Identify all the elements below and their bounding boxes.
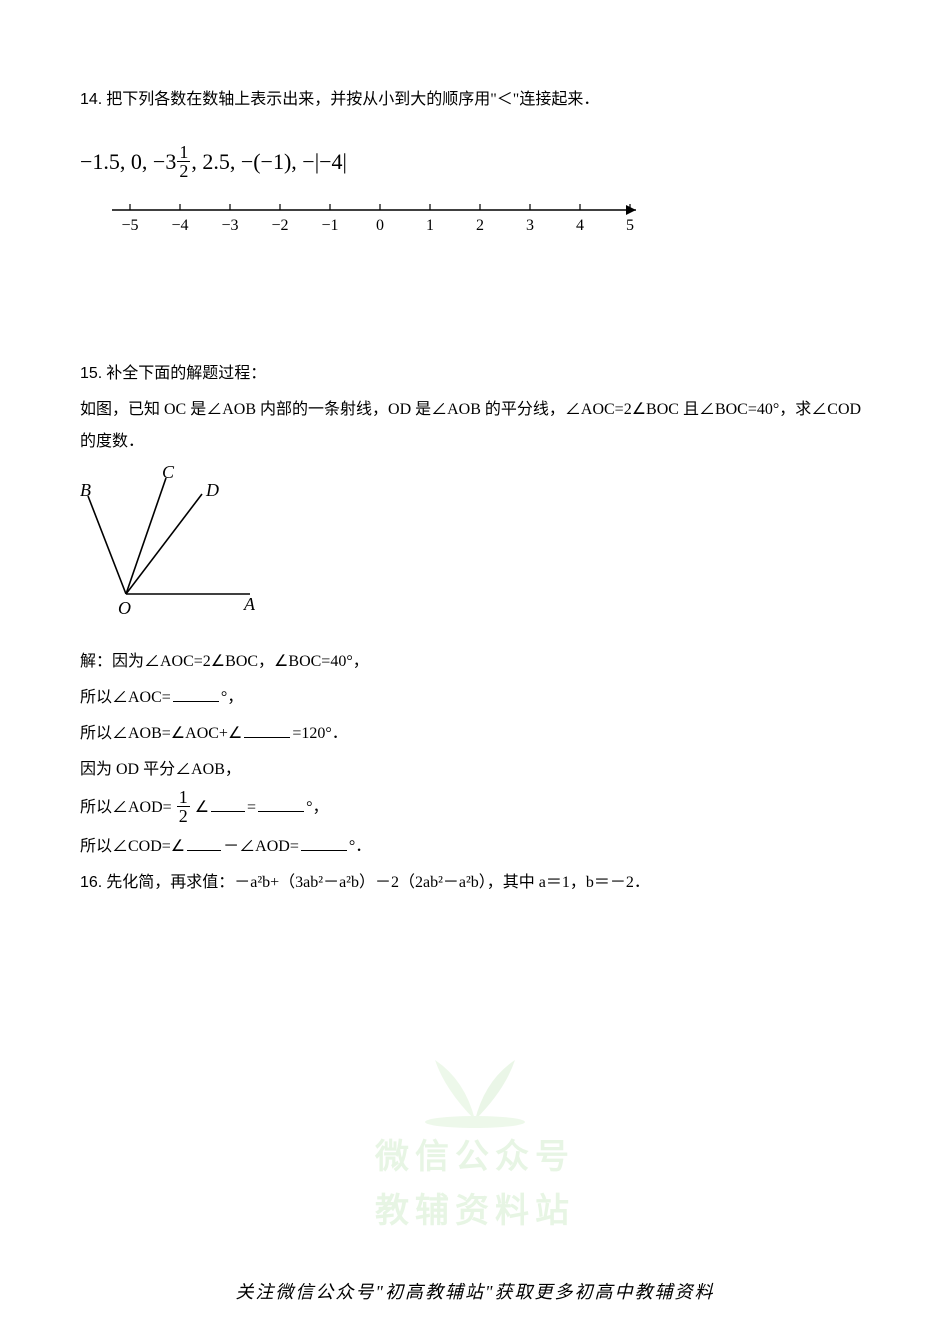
svg-text:5: 5 [626,217,634,234]
watermark-leaf-icon [395,1040,555,1130]
svg-text:3: 3 [526,217,534,234]
svg-text:−1: −1 [321,217,338,234]
blank-cod-part [187,835,221,851]
svg-text:−2: −2 [271,217,288,234]
problem-14-text: 把下列各数在数轴上表示出来，并按从小到大的顺序用"＜"连接起来． [106,91,599,108]
problem-16: 16. 先化简，再求值：－a²b+（3ab²－a²b）－2（2ab²－a²b），… [80,867,870,899]
svg-text:−3: −3 [221,217,238,234]
problem-14-expression: −1.5, 0, −312, 2.5, −(−1), −|−4| [80,140,870,184]
number-line: −5 −4 −3 −2 −1 0 1 2 3 4 5 [100,196,870,258]
svg-text:−5: −5 [121,217,138,234]
svg-text:2: 2 [476,217,484,234]
problem-16-text: 先化简，再求值：－a²b+（3ab²－a²b）－2（2ab²－a²b），其中 a… [106,874,650,891]
solution-line-6: 所以∠COD=∠－∠AOD=°． [80,831,870,863]
blank-aoc [173,686,219,702]
blank-cod-deg [301,835,347,851]
solution-line-5: 所以∠AOD= 12 ∠=°， [80,790,870,827]
svg-text:4: 4 [576,217,584,234]
watermark-line1: 微信公众号 [375,1130,575,1184]
problem-number-14: 14. [80,91,102,108]
svg-text:−4: −4 [171,217,188,234]
angle-figure: A D C B O [80,464,870,636]
fraction-half: 12 [177,788,190,825]
problem-15: 15. 补全下面的解题过程： [80,358,870,390]
problem-number-15: 15. [80,365,102,382]
solution-line-3: 所以∠AOB=∠AOC+∠=120°． [80,718,870,750]
svg-text:C: C [162,464,175,482]
blank-aod-deg [258,796,304,812]
watermark: 微信公众号 教辅资料站 [0,1040,950,1239]
svg-text:0: 0 [376,217,384,234]
blank-aob-part [244,722,290,738]
problem-number-16: 16. [80,874,102,891]
svg-text:O: O [118,598,131,618]
blank-aod-angle [211,796,245,812]
page-footer: 关注微信公众号"初高教辅站"获取更多初高中教辅资料 [0,1278,950,1304]
svg-text:D: D [205,480,219,500]
svg-text:1: 1 [426,217,434,234]
solution-line-4: 因为 OD 平分∠AOB， [80,754,870,786]
svg-text:A: A [243,594,256,614]
solution-line-1: 解：因为∠AOC=2∠BOC，∠BOC=40°， [80,646,870,678]
fraction-one-half: 12 [177,143,190,180]
page-content: 14. 把下列各数在数轴上表示出来，并按从小到大的顺序用"＜"连接起来． −1.… [0,0,950,943]
problem-14: 14. 把下列各数在数轴上表示出来，并按从小到大的顺序用"＜"连接起来． [80,84,870,116]
problem-15-stem: 如图，已知 OC 是∠AOB 内部的一条射线，OD 是∠AOB 的平分线，∠AO… [80,394,870,458]
expr-part-b: , 2.5, −(−1), −|−4| [191,149,347,174]
watermark-line2: 教辅资料站 [375,1184,575,1238]
solution-line-2: 所以∠AOC=°， [80,682,870,714]
expr-part-a: −1.5, 0, −3 [80,149,176,174]
svg-text:B: B [80,480,91,500]
number-line-svg: −5 −4 −3 −2 −1 0 1 2 3 4 5 [100,196,660,246]
angle-figure-svg: A D C B O [80,464,260,624]
problem-15-text: 补全下面的解题过程： [106,365,266,382]
